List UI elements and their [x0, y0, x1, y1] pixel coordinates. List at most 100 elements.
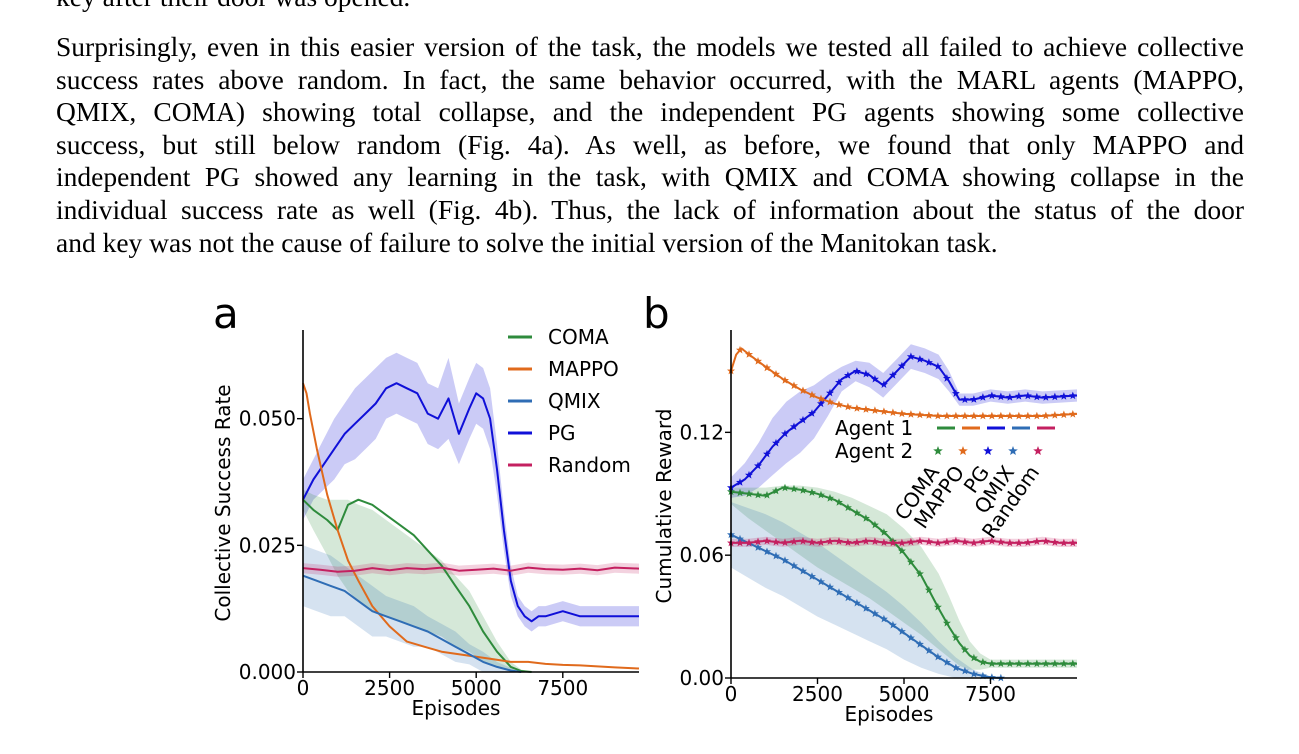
star-marker-pg	[888, 371, 897, 379]
star-marker-random	[987, 536, 996, 545]
paragraph-line: individual success rate as well (Fig. 4b…	[56, 193, 1244, 225]
star-marker-random	[754, 537, 762, 546]
star-marker-mappo	[1068, 410, 1077, 418]
x-tick-label: 0	[725, 682, 738, 706]
star-marker-qmix	[870, 609, 879, 618]
star-marker-qmix	[933, 652, 942, 661]
star-marker-coma	[1023, 659, 1032, 668]
star-marker-mappo	[835, 400, 843, 409]
star-marker-pg	[978, 393, 987, 401]
star-marker-random	[736, 538, 744, 547]
star-marker-random	[1041, 537, 1050, 545]
star-marker-mappo	[942, 411, 951, 420]
star-marker-mappo	[1014, 411, 1023, 420]
star-marker-mappo	[915, 410, 924, 419]
paragraph-line: independent PG showed any learning in th…	[56, 161, 1244, 193]
star-marker-coma	[960, 645, 969, 654]
star-marker-mappo	[754, 357, 762, 365]
star-marker-coma	[1059, 659, 1068, 668]
star-marker-coma	[1050, 659, 1059, 668]
legend-star-pg	[983, 446, 993, 455]
star-marker-pg	[808, 409, 816, 417]
star-marker-random	[942, 537, 951, 546]
star-marker-mappo	[978, 411, 987, 420]
star-marker-mappo	[933, 411, 942, 420]
star-marker-pg	[763, 449, 771, 458]
x-axis-label: Episodes	[845, 702, 934, 726]
star-marker-mappo	[951, 411, 960, 420]
star-marker-qmix	[897, 627, 906, 635]
star-marker-qmix	[924, 646, 933, 654]
star-marker-pg	[1068, 391, 1077, 400]
star-marker-mappo	[960, 411, 969, 420]
panel-label: b	[643, 289, 670, 338]
star-marker-pg	[745, 470, 753, 479]
star-marker-mappo	[924, 411, 933, 419]
legend-label-mappo: MAPPO	[548, 357, 619, 381]
star-marker-coma	[852, 508, 861, 517]
star-marker-pg	[960, 395, 969, 403]
star-marker-mappo	[772, 370, 780, 378]
star-marker-pg	[996, 392, 1005, 401]
x-tick-label: 5000	[451, 676, 502, 700]
star-marker-coma	[969, 653, 978, 662]
star-marker-random	[808, 538, 816, 546]
star-marker-coma	[1068, 659, 1077, 668]
star-marker-random	[790, 537, 798, 545]
star-marker-qmix	[844, 593, 852, 602]
star-marker-random	[888, 538, 897, 547]
star-marker-pg	[754, 461, 762, 470]
star-marker-random	[817, 538, 825, 546]
star-marker-pg	[772, 438, 780, 447]
star-marker-qmix	[888, 620, 897, 629]
star-marker-random	[870, 537, 879, 545]
star-marker-mappo	[1041, 411, 1050, 420]
legend-label-qmix: QMIX	[548, 389, 601, 413]
star-marker-coma	[790, 484, 798, 493]
star-marker-qmix	[799, 566, 807, 575]
star-marker-mappo	[1032, 411, 1041, 420]
y-tick-label: 0.050	[239, 407, 296, 431]
star-marker-qmix	[906, 633, 915, 642]
star-marker-coma	[897, 546, 906, 555]
series-line-random	[302, 566, 640, 573]
star-marker-coma	[745, 489, 753, 498]
paragraph-line: success, but still below random (Fig. 4a…	[56, 128, 1244, 160]
star-marker-coma	[763, 491, 771, 499]
y-tick-label: 0.00	[679, 666, 724, 690]
star-marker-mappo	[987, 411, 996, 420]
star-marker-pg	[933, 362, 942, 370]
legend-label-pg: PG	[548, 421, 576, 445]
x-tick-label: 7500	[537, 676, 588, 700]
star-marker-pg	[835, 378, 843, 386]
star-marker-pg	[1023, 391, 1032, 400]
series-line-pg	[302, 382, 639, 623]
star-marker-mappo	[852, 404, 861, 412]
star-marker-mappo	[861, 405, 870, 413]
star-marker-coma	[987, 659, 996, 668]
star-marker-mappo	[817, 394, 825, 403]
star-marker-qmix	[852, 598, 861, 607]
star-marker-random	[852, 538, 861, 546]
star-marker-mappo	[799, 386, 807, 395]
star-marker-random	[933, 538, 942, 547]
star-marker-random	[781, 538, 789, 546]
y-tick-label: 0.12	[679, 420, 724, 444]
star-marker-qmix	[978, 671, 987, 680]
star-marker-mappo	[897, 409, 906, 418]
star-marker-mappo	[745, 350, 753, 358]
star-marker-pg	[799, 415, 807, 424]
star-marker-pg	[987, 391, 996, 400]
previous-paragraph-fragment: key after their door was opened.	[56, 0, 410, 14]
y-tick-label: 0.06	[679, 543, 724, 567]
star-marker-coma	[978, 658, 987, 666]
legend-row-label: Agent 1	[835, 416, 913, 440]
star-marker-coma	[1014, 659, 1023, 668]
star-marker-coma	[915, 569, 924, 578]
star-marker-qmix	[987, 673, 996, 681]
star-marker-pg	[915, 355, 924, 363]
star-marker-coma	[754, 490, 762, 499]
star-marker-random	[906, 537, 915, 546]
star-marker-random	[1050, 538, 1059, 546]
x-tick-label: 7500	[965, 682, 1016, 706]
